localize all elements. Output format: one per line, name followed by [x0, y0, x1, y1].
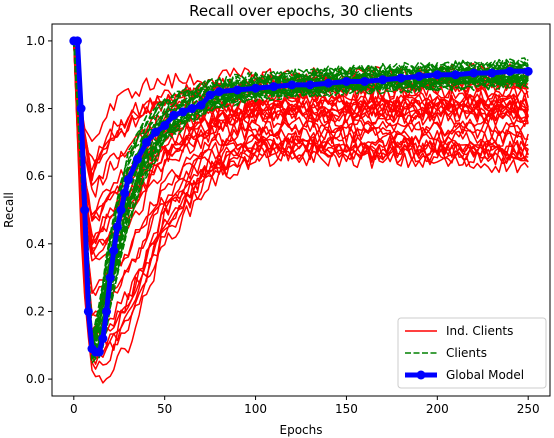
- global-model-point: [287, 80, 297, 90]
- ind-client-line-30: [73, 40, 529, 250]
- client-line-26: [73, 40, 529, 353]
- global-model-point: [116, 205, 126, 215]
- ticks-layer: 0 50 100 150 200 250 0.0 0.2 0.4 0.6 0.8 1.0: [26, 34, 540, 416]
- global-model-point: [151, 127, 161, 137]
- global-model-point: [160, 120, 170, 130]
- global-model-point: [102, 306, 112, 316]
- client-line-28: [73, 40, 529, 358]
- global-model-point: [269, 82, 279, 92]
- global-model-point: [196, 100, 206, 110]
- global-model-point: [142, 137, 152, 147]
- legend: Ind. Clients Clients Global Model: [397, 317, 547, 389]
- ind-client-line-29: [73, 40, 529, 370]
- global-model-point: [169, 110, 179, 120]
- global-model-point: [432, 70, 442, 80]
- plot-frame: [51, 23, 551, 397]
- global-model-point: [396, 73, 406, 83]
- global-model-point: [94, 347, 104, 357]
- ind-client-line-28: [73, 40, 529, 317]
- global-model-point: [112, 222, 122, 232]
- legend-ind-clients-label: Ind. Clients: [446, 324, 513, 338]
- global-model-point: [72, 36, 82, 46]
- y-tick-label: 0.6: [26, 169, 45, 183]
- global-model-point: [120, 188, 130, 198]
- y-tick-label: 1.0: [26, 34, 45, 48]
- legend-global-model-marker: [416, 370, 426, 380]
- legend-clients-label: Clients: [446, 346, 487, 360]
- global-model-point: [414, 71, 424, 81]
- legend-box: [397, 317, 547, 389]
- global-model-point: [98, 334, 108, 344]
- y-tick-label: 0.2: [26, 304, 45, 318]
- global-model-point: [487, 68, 497, 78]
- global-model-point: [205, 90, 215, 100]
- x-tick-label: 250: [517, 402, 540, 416]
- y-axis-label: Recall: [2, 192, 16, 228]
- legend-global-model-label: Global Model: [446, 368, 524, 382]
- chart-title: Recall over epochs, 30 clients: [189, 2, 413, 20]
- x-tick-label: 0: [70, 402, 78, 416]
- series-layer: [69, 36, 533, 384]
- global-model-point: [105, 273, 115, 283]
- global-model-point: [323, 78, 333, 88]
- ind-client-line-17: [73, 40, 529, 259]
- global-model-point: [469, 68, 479, 78]
- global-model-point: [109, 246, 119, 256]
- global-model-point: [450, 70, 460, 80]
- client-line-10: [73, 40, 529, 356]
- y-tick-label: 0.4: [26, 237, 45, 251]
- global-model-point: [123, 175, 133, 185]
- global-model-point: [214, 87, 224, 97]
- global-model-point: [232, 85, 242, 95]
- global-model-point: [341, 76, 351, 86]
- ind-client-line-15: [73, 40, 529, 297]
- x-axis-label: Epochs: [280, 423, 323, 437]
- global-model-point: [305, 80, 315, 90]
- global-model-point: [178, 107, 188, 117]
- y-tick-label: 0.8: [26, 102, 45, 116]
- global-model-point: [83, 306, 93, 316]
- ind-client-line-21: [73, 40, 529, 365]
- x-tick-label: 100: [244, 402, 267, 416]
- x-tick-label: 200: [426, 402, 449, 416]
- client-line-12: [73, 40, 529, 360]
- global-model-point: [378, 75, 388, 85]
- global-model-point: [523, 66, 533, 76]
- global-model-point: [251, 83, 261, 93]
- client-line-9: [73, 40, 529, 356]
- global-model-point: [76, 104, 86, 114]
- global-model-point: [187, 104, 197, 114]
- client-line-25: [73, 40, 529, 348]
- global-model-point: [505, 66, 515, 76]
- global-model-point: [80, 205, 90, 215]
- client-line-23: [73, 40, 529, 359]
- ind-client-line-25: [73, 40, 529, 262]
- x-tick-label: 150: [335, 402, 358, 416]
- client-line-14: [73, 40, 529, 364]
- global-model-point: [360, 76, 370, 86]
- x-tick-label: 50: [157, 402, 172, 416]
- global-model-point: [132, 154, 142, 164]
- y-tick-label: 0.0: [26, 372, 45, 386]
